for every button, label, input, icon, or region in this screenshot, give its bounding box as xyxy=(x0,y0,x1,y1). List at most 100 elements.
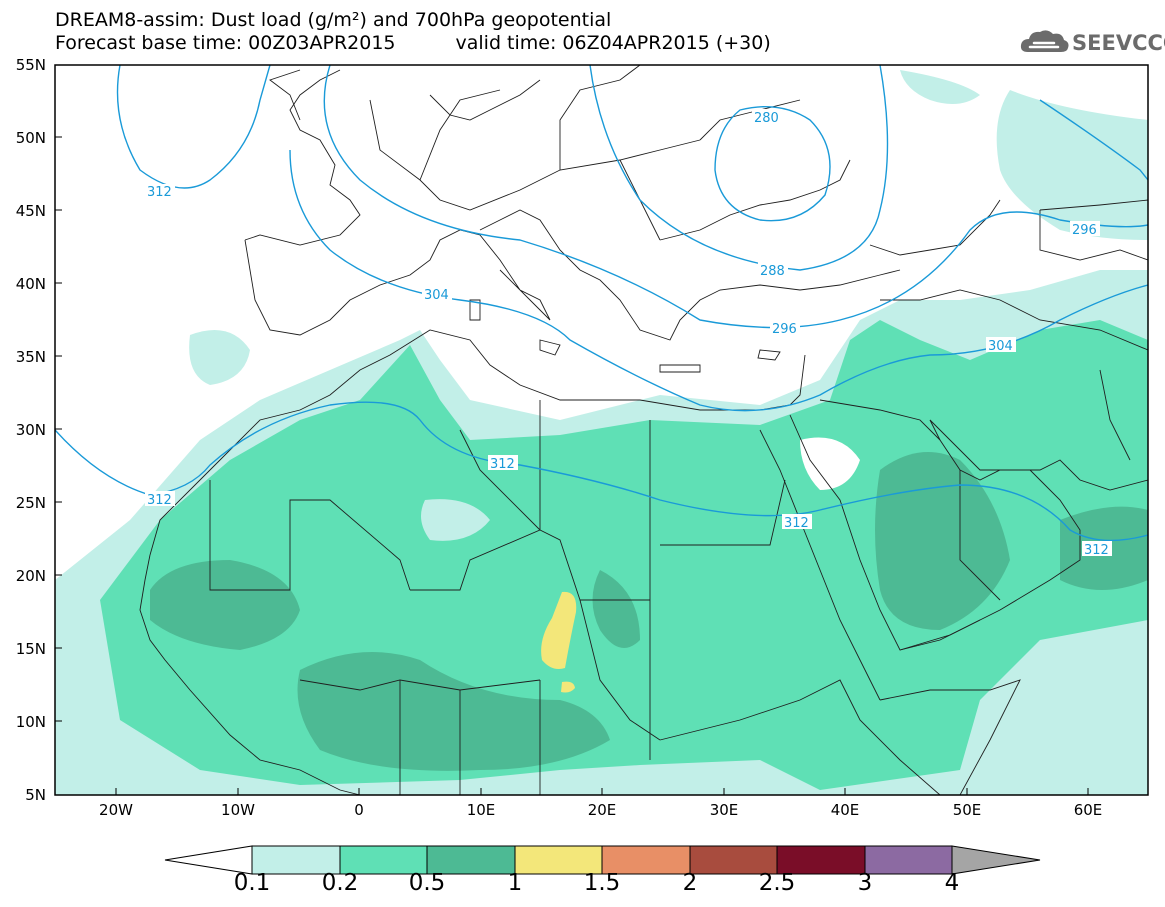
contour-label: 312 xyxy=(147,185,172,200)
contour-label: 304 xyxy=(988,339,1013,354)
colorbar-swatch xyxy=(251,845,341,875)
dust-field xyxy=(55,70,1148,795)
contour-312-west xyxy=(116,65,271,189)
chart-subtitle: Forecast base time: 00Z03APR2015 valid ti… xyxy=(55,33,771,54)
contour-label: 304 xyxy=(424,288,449,303)
colorbar-label: 0.1 xyxy=(233,870,271,896)
lat-label: 55N xyxy=(15,56,46,74)
contour-296 xyxy=(323,65,1148,329)
coastlines-and-borders xyxy=(139,65,1148,795)
contour-label: 296 xyxy=(772,322,797,337)
contour-288 xyxy=(589,65,889,271)
lon-label: 60E xyxy=(1073,801,1103,819)
country-border xyxy=(459,429,541,531)
dust-area-0.5 xyxy=(875,452,1010,630)
dust-area-0.5 xyxy=(150,560,300,650)
coastline xyxy=(269,69,301,121)
contour-label: 312 xyxy=(1084,543,1109,558)
logo-text: SEEVCCC xyxy=(1072,31,1165,55)
country-border xyxy=(399,680,541,795)
contour-312-east xyxy=(1039,99,1148,181)
country-border xyxy=(1099,369,1131,461)
dust-area-0.5 xyxy=(592,570,640,648)
lon-label: 20E xyxy=(587,801,617,819)
coastline xyxy=(789,414,981,651)
seevccc-logo: SEEVCCC xyxy=(1018,26,1165,58)
lat-label: 10N xyxy=(15,713,46,731)
lon-label: 20W xyxy=(99,801,133,819)
colorbar-swatch xyxy=(426,845,516,875)
dust-free-area xyxy=(800,437,860,490)
lat-label: 20N xyxy=(15,567,46,585)
country-border xyxy=(660,479,786,546)
dust-area-0.1 xyxy=(900,70,980,104)
contour-label: 296 xyxy=(1072,223,1097,238)
country-border xyxy=(369,99,701,211)
lat-label: 15N xyxy=(15,640,46,658)
colorbar-high-arrow xyxy=(951,845,1041,875)
coastline xyxy=(429,79,541,121)
colorbar-label: 0.5 xyxy=(408,870,446,896)
country-border xyxy=(959,470,1001,601)
lat-label: 50N xyxy=(15,129,46,147)
contour-label: 288 xyxy=(760,264,785,279)
lat-label: 40N xyxy=(15,275,46,293)
lat-label: 25N xyxy=(15,494,46,512)
coastline xyxy=(899,419,1081,651)
country-border xyxy=(819,399,941,441)
country-border xyxy=(880,289,1148,351)
axis-ticks xyxy=(55,136,1089,795)
coastline xyxy=(244,229,551,336)
contour-label: 312 xyxy=(147,493,172,508)
chart-title: DREAM8-assim: Dust load (g/m²) and 700hP… xyxy=(55,9,612,31)
lat-label: 5N xyxy=(25,786,46,804)
lon-label: 0 xyxy=(354,801,364,819)
coastline xyxy=(659,159,851,241)
cloud-logo-icon xyxy=(1020,30,1069,52)
colorbar-label: 4 xyxy=(944,870,960,896)
coastline xyxy=(929,419,1148,491)
colorbar-label: 3 xyxy=(857,870,873,896)
country-border xyxy=(209,480,411,591)
lon-label: 10E xyxy=(466,801,496,819)
dust-area-0.5 xyxy=(297,652,610,771)
dust-area-0.1 xyxy=(189,330,250,385)
colorbar xyxy=(164,845,1041,875)
contour-label: 280 xyxy=(754,111,779,126)
coastline xyxy=(139,554,361,795)
dust-free-area xyxy=(421,499,490,541)
base-time-label: Forecast base time: 00Z03APR2015 xyxy=(55,32,396,54)
coastline xyxy=(1039,199,1148,211)
dust-area-0.1 xyxy=(55,600,77,654)
contour-labels: 312 280 296 288 304 296 304 312 312 312 … xyxy=(145,109,1112,558)
country-border xyxy=(559,65,641,170)
dust-area-1 xyxy=(561,681,575,693)
coastline xyxy=(244,69,361,246)
dust-area-1 xyxy=(541,591,577,669)
valid-time-label: valid time: 06Z04APR2015 (+30) xyxy=(455,32,771,54)
colorbar-label: 2.5 xyxy=(758,870,796,896)
lat-label: 45N xyxy=(15,202,46,220)
colorbar-swatch xyxy=(689,845,778,875)
coastline xyxy=(469,299,481,321)
country-border xyxy=(579,599,661,741)
colorbar-label: 0.2 xyxy=(321,870,359,896)
colorbar-label: 2 xyxy=(682,870,698,896)
colorbar-swatch xyxy=(339,845,428,875)
colorbar-label: 1.5 xyxy=(583,870,621,896)
colorbar-swatch xyxy=(776,845,866,875)
contour-312 xyxy=(55,401,1148,542)
contour-280 xyxy=(714,105,831,222)
lat-label: 30N xyxy=(15,421,46,439)
coastline xyxy=(479,209,901,341)
lon-label: 40E xyxy=(830,801,860,819)
coastline xyxy=(879,679,1021,795)
country-border xyxy=(1039,210,1148,261)
contour-label: 312 xyxy=(490,457,515,472)
lon-label: 30E xyxy=(709,801,739,819)
colorbar-label: 1 xyxy=(507,870,523,896)
country-border xyxy=(659,679,941,795)
coastline xyxy=(659,364,701,373)
coastline xyxy=(757,349,781,361)
